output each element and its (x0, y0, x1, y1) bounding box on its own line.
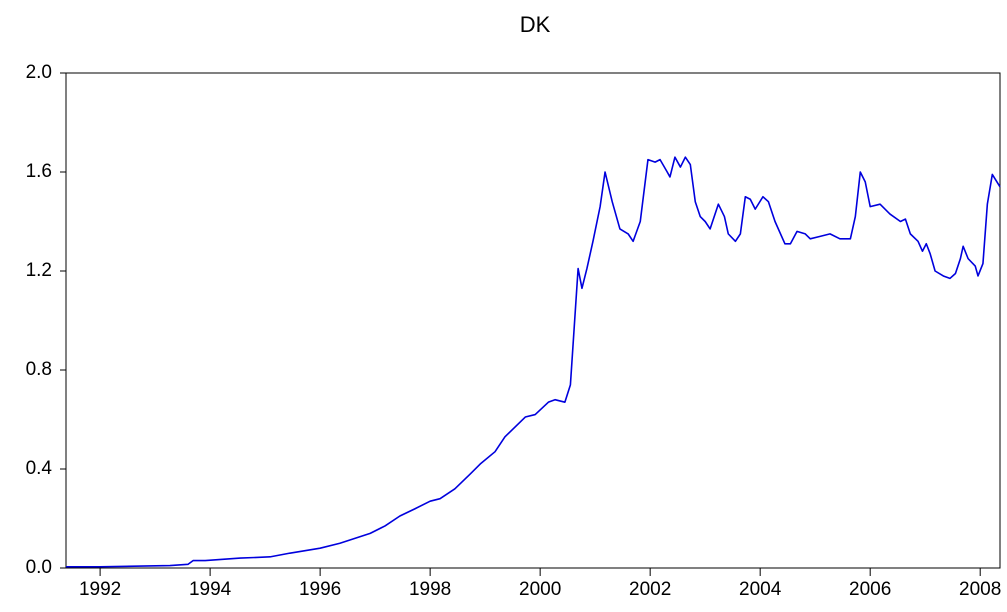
x-tick-label: 2008 (959, 579, 1001, 600)
x-tick-label: 1998 (409, 579, 451, 600)
plot-frame (65, 72, 1001, 569)
line-series (66, 156, 1001, 568)
chart-title: DK (520, 12, 551, 37)
x-tick-label: 2002 (629, 579, 671, 600)
y-tick-label: 1.2 (26, 260, 52, 281)
x-tick-label: 1994 (189, 579, 232, 600)
x-tick-label: 2006 (849, 579, 891, 600)
y-tick-label: 0.8 (26, 359, 52, 380)
x-tick-label: 1992 (79, 579, 121, 600)
y-tick-label: 2.0 (26, 62, 52, 83)
y-tick-label: 0.4 (26, 458, 53, 479)
y-tick-label: 1.6 (26, 161, 52, 182)
x-tick-label: 2004 (739, 579, 782, 600)
x-tick-label: 1996 (299, 579, 341, 600)
y-tick-label: 0.0 (26, 557, 52, 578)
x-tick-label: 2000 (519, 579, 561, 600)
